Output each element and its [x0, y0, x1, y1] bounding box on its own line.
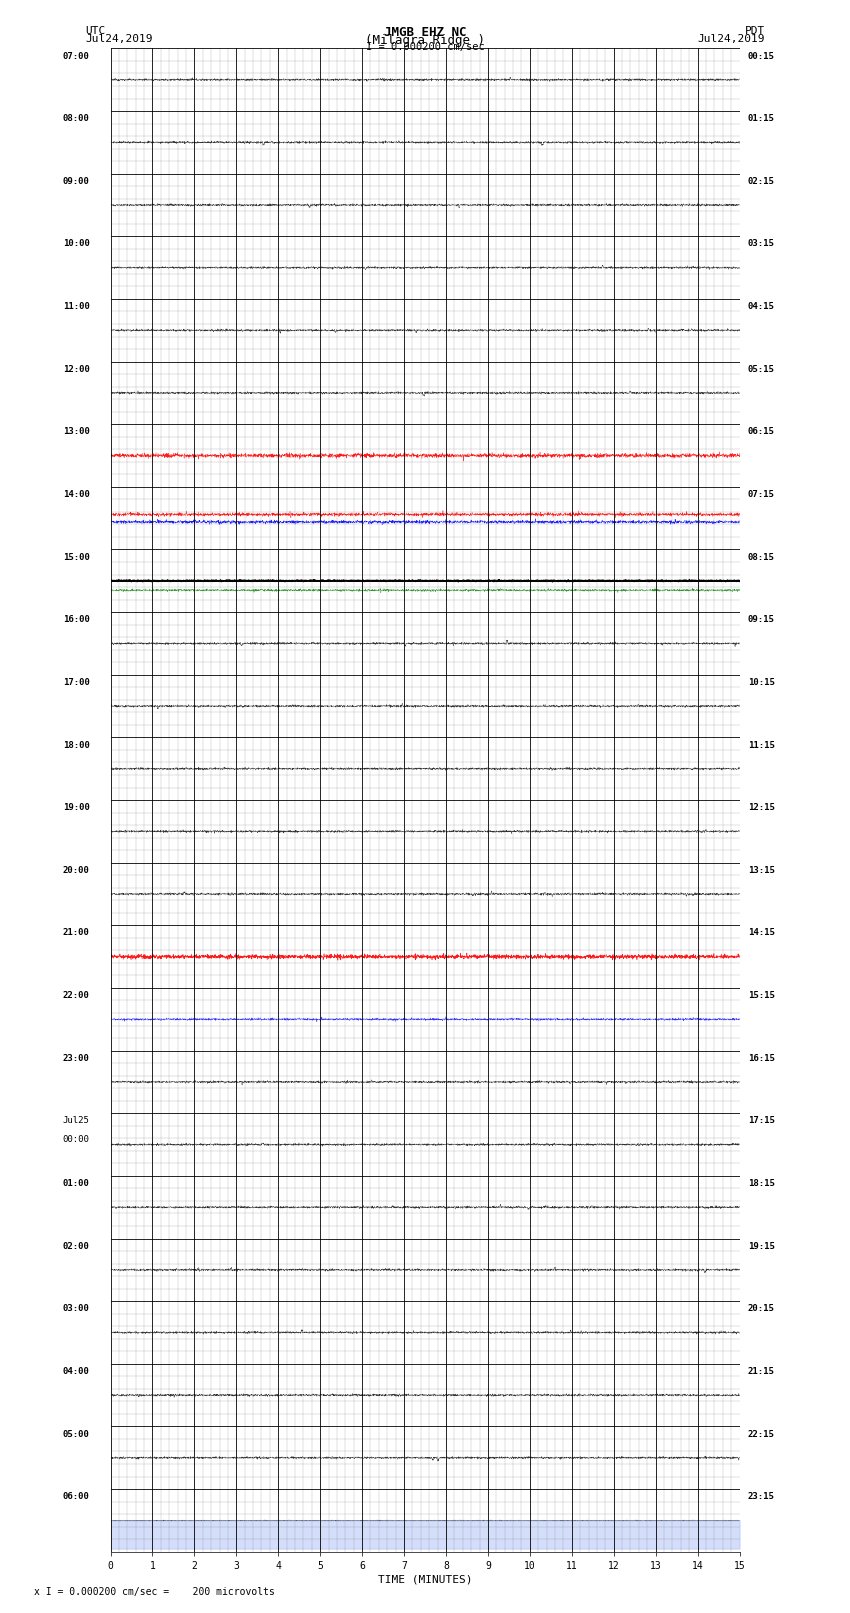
Text: 01:00: 01:00: [63, 1179, 89, 1189]
Text: 10:15: 10:15: [748, 677, 774, 687]
Text: 06:15: 06:15: [748, 427, 774, 437]
Text: 05:00: 05:00: [63, 1429, 89, 1439]
Text: 09:00: 09:00: [63, 177, 89, 185]
Text: 06:00: 06:00: [63, 1492, 89, 1502]
Text: 04:00: 04:00: [63, 1366, 89, 1376]
Text: 16:00: 16:00: [63, 615, 89, 624]
Text: 13:00: 13:00: [63, 427, 89, 437]
Text: Jul24,2019: Jul24,2019: [698, 34, 765, 44]
Text: 01:15: 01:15: [748, 115, 774, 123]
Text: PDT: PDT: [745, 26, 765, 35]
Text: 12:15: 12:15: [748, 803, 774, 813]
Text: JMGB EHZ NC: JMGB EHZ NC: [383, 26, 467, 39]
Text: 02:15: 02:15: [748, 177, 774, 185]
Text: 08:15: 08:15: [748, 553, 774, 561]
Text: 14:15: 14:15: [748, 929, 774, 937]
Text: 07:00: 07:00: [63, 52, 89, 61]
Text: 03:00: 03:00: [63, 1305, 89, 1313]
Text: 03:15: 03:15: [748, 239, 774, 248]
Text: Jul25: Jul25: [63, 1116, 89, 1126]
X-axis label: TIME (MINUTES): TIME (MINUTES): [377, 1574, 473, 1586]
Text: 19:00: 19:00: [63, 803, 89, 813]
Text: 11:15: 11:15: [748, 740, 774, 750]
Text: 20:00: 20:00: [63, 866, 89, 874]
Text: 23:00: 23:00: [63, 1053, 89, 1063]
Text: 14:00: 14:00: [63, 490, 89, 498]
Text: 22:15: 22:15: [748, 1429, 774, 1439]
Text: UTC: UTC: [85, 26, 105, 35]
Text: 15:00: 15:00: [63, 553, 89, 561]
Text: 02:00: 02:00: [63, 1242, 89, 1250]
Text: 21:15: 21:15: [748, 1366, 774, 1376]
Text: 16:15: 16:15: [748, 1053, 774, 1063]
Text: 09:15: 09:15: [748, 615, 774, 624]
Text: 11:00: 11:00: [63, 302, 89, 311]
Text: 18:15: 18:15: [748, 1179, 774, 1189]
Text: 10:00: 10:00: [63, 239, 89, 248]
Text: 23:15: 23:15: [748, 1492, 774, 1502]
Text: 07:15: 07:15: [748, 490, 774, 498]
Text: 18:00: 18:00: [63, 740, 89, 750]
Text: I = 0.000200 cm/sec: I = 0.000200 cm/sec: [366, 42, 484, 52]
Text: 20:15: 20:15: [748, 1305, 774, 1313]
Text: x I = 0.000200 cm/sec =    200 microvolts: x I = 0.000200 cm/sec = 200 microvolts: [34, 1587, 275, 1597]
Text: 05:15: 05:15: [748, 365, 774, 374]
Text: 17:00: 17:00: [63, 677, 89, 687]
Text: 00:15: 00:15: [748, 52, 774, 61]
Text: 22:00: 22:00: [63, 990, 89, 1000]
Text: 21:00: 21:00: [63, 929, 89, 937]
Text: 08:00: 08:00: [63, 115, 89, 123]
Text: 04:15: 04:15: [748, 302, 774, 311]
Text: 15:15: 15:15: [748, 990, 774, 1000]
Text: Jul24,2019: Jul24,2019: [85, 34, 152, 44]
Text: 13:15: 13:15: [748, 866, 774, 874]
Text: 19:15: 19:15: [748, 1242, 774, 1250]
Text: 17:15: 17:15: [748, 1116, 774, 1126]
Text: 00:00: 00:00: [63, 1136, 89, 1144]
Text: 12:00: 12:00: [63, 365, 89, 374]
Text: (Milagra Ridge ): (Milagra Ridge ): [365, 34, 485, 47]
